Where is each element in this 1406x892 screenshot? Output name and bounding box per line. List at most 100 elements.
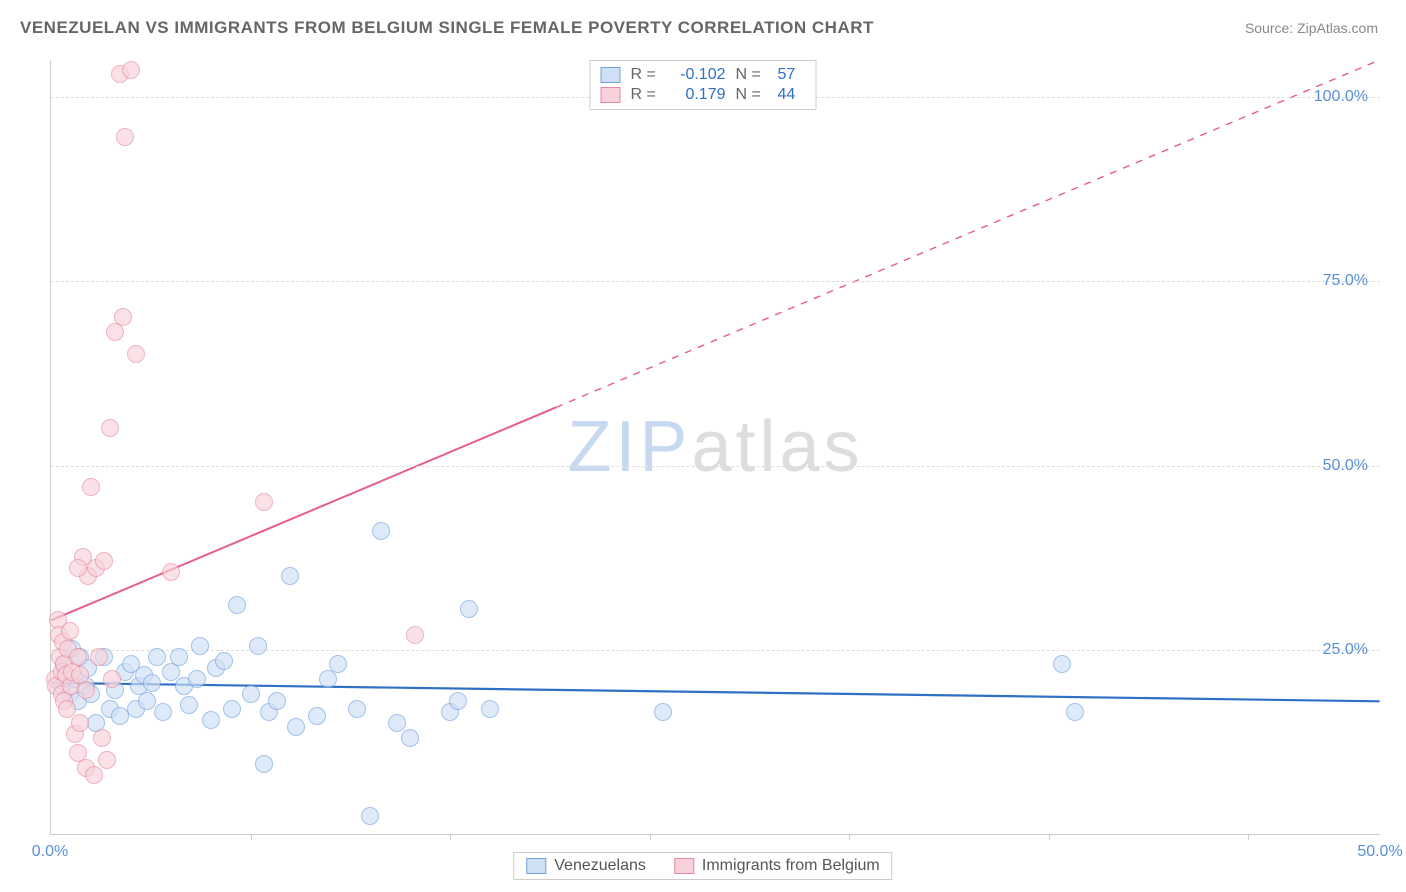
x-tick-mark <box>1049 834 1050 840</box>
data-point-series-1 <box>85 766 103 784</box>
data-point-series-1 <box>54 633 72 651</box>
data-point-series-1 <box>63 663 81 681</box>
data-point-series-1 <box>162 563 180 581</box>
data-point-series-1 <box>58 700 76 718</box>
chart-title: VENEZUELAN VS IMMIGRANTS FROM BELGIUM SI… <box>20 18 874 38</box>
data-point-series-1 <box>71 714 89 732</box>
data-point-series-0 <box>449 692 467 710</box>
data-point-series-1 <box>49 611 67 629</box>
data-point-series-0 <box>287 718 305 736</box>
data-point-series-1 <box>122 61 140 79</box>
data-point-series-0 <box>329 655 347 673</box>
data-point-series-1 <box>82 478 100 496</box>
data-point-series-0 <box>242 685 260 703</box>
data-point-series-0 <box>66 670 84 688</box>
gridline <box>51 650 1380 651</box>
data-point-series-0 <box>116 663 134 681</box>
data-point-series-1 <box>50 626 68 644</box>
data-point-series-0 <box>175 677 193 695</box>
x-tick-mark <box>251 834 252 840</box>
y-tick-label: 100.0% <box>1314 88 1368 106</box>
data-point-series-1 <box>87 559 105 577</box>
data-point-series-1 <box>53 685 71 703</box>
trend-line-solid-series-1 <box>51 407 556 620</box>
plot-area: ZIPatlas 25.0%50.0%75.0%100.0% <box>50 60 1380 835</box>
data-point-series-0 <box>255 755 273 773</box>
data-point-series-1 <box>74 548 92 566</box>
data-point-series-0 <box>101 700 119 718</box>
data-point-series-0 <box>69 692 87 710</box>
data-point-series-0 <box>127 700 145 718</box>
data-point-series-1 <box>406 626 424 644</box>
data-point-series-0 <box>188 670 206 688</box>
data-point-series-1 <box>46 670 64 688</box>
stats-row-1: R = 0.179 N = 44 <box>601 85 806 105</box>
data-point-series-0 <box>82 685 100 703</box>
data-point-series-0 <box>654 703 672 721</box>
series-legend: Venezuelans Immigrants from Belgium <box>513 852 892 880</box>
data-point-series-0 <box>77 677 95 695</box>
data-point-series-0 <box>348 700 366 718</box>
data-point-series-0 <box>223 700 241 718</box>
watermark-zip: ZIP <box>567 407 691 487</box>
data-point-series-0 <box>319 670 337 688</box>
data-point-series-0 <box>180 696 198 714</box>
data-point-series-0 <box>87 714 105 732</box>
data-point-series-1 <box>53 663 71 681</box>
n-value-1: 44 <box>778 86 806 104</box>
swatch-series-1 <box>601 87 621 103</box>
data-point-series-1 <box>69 559 87 577</box>
data-point-series-0 <box>111 707 129 725</box>
data-point-series-0 <box>441 703 459 721</box>
data-point-series-0 <box>154 703 172 721</box>
r-value-0: -0.102 <box>671 66 726 84</box>
x-tick-mark <box>849 834 850 840</box>
data-point-series-0 <box>138 692 156 710</box>
trend-lines-layer <box>51 60 1380 834</box>
r-label-1: R = <box>631 86 661 104</box>
data-point-series-0 <box>481 700 499 718</box>
x-tick-label: 0.0% <box>32 843 68 861</box>
watermark: ZIPatlas <box>567 406 863 488</box>
data-point-series-1 <box>93 729 111 747</box>
y-tick-label: 25.0% <box>1323 641 1368 659</box>
trend-line-dashed-series-1 <box>556 60 1380 407</box>
data-point-series-0 <box>202 711 220 729</box>
data-point-series-0 <box>106 681 124 699</box>
data-point-series-0 <box>268 692 286 710</box>
data-point-series-1 <box>101 419 119 437</box>
trend-line-series-0 <box>51 683 1379 701</box>
data-point-series-1 <box>61 622 79 640</box>
data-point-series-0 <box>308 707 326 725</box>
data-point-series-0 <box>249 637 267 655</box>
data-point-series-0 <box>61 685 79 703</box>
data-point-series-0 <box>143 674 161 692</box>
data-point-series-0 <box>460 600 478 618</box>
data-point-series-0 <box>401 729 419 747</box>
data-point-series-0 <box>388 714 406 732</box>
data-point-series-0 <box>281 567 299 585</box>
data-point-series-1 <box>114 308 132 326</box>
data-point-series-1 <box>77 681 95 699</box>
data-point-series-0 <box>55 655 73 673</box>
data-point-series-0 <box>207 659 225 677</box>
data-point-series-1 <box>111 65 129 83</box>
y-tick-label: 75.0% <box>1323 272 1368 290</box>
data-point-series-0 <box>191 637 209 655</box>
gridline <box>51 281 1380 282</box>
n-label-1: N = <box>736 86 768 104</box>
stats-legend: R = -0.102 N = 57 R = 0.179 N = 44 <box>590 60 817 110</box>
data-point-series-1 <box>103 670 121 688</box>
watermark-atlas: atlas <box>691 407 863 487</box>
data-point-series-1 <box>71 666 89 684</box>
source-label: Source: ZipAtlas.com <box>1245 20 1378 36</box>
x-tick-mark <box>450 834 451 840</box>
stats-row-0: R = -0.102 N = 57 <box>601 65 806 85</box>
data-point-series-1 <box>57 666 75 684</box>
data-point-series-0 <box>215 652 233 670</box>
n-label-0: N = <box>736 66 768 84</box>
data-point-series-0 <box>1066 703 1084 721</box>
data-point-series-1 <box>95 552 113 570</box>
legend-label-0: Venezuelans <box>554 857 646 875</box>
gridline <box>51 466 1380 467</box>
